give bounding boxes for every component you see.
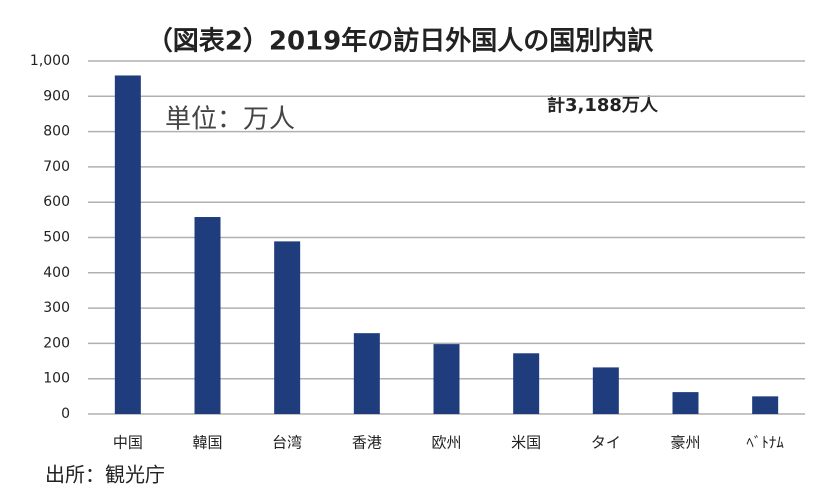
bar xyxy=(672,392,699,414)
y-tick-label: 0 xyxy=(61,406,70,422)
bar xyxy=(353,333,380,414)
y-tick-label: 400 xyxy=(43,265,70,281)
x-tick-label: タイ xyxy=(591,434,621,452)
x-tick-label: 中国 xyxy=(113,434,143,452)
bar xyxy=(592,367,619,414)
y-tick-label: 100 xyxy=(43,371,70,387)
x-tick-label: ﾍﾞﾄﾅﾑ xyxy=(746,434,784,452)
unit-note: 単位：万人 xyxy=(165,105,295,135)
y-tick-label: 200 xyxy=(43,335,70,351)
bar xyxy=(752,396,779,414)
x-tick-label: 欧州 xyxy=(431,434,461,452)
y-tick-label: 600 xyxy=(43,194,70,210)
total-note: 計3,188万人 xyxy=(547,94,659,116)
x-tick-label: 台湾 xyxy=(272,434,302,452)
y-tick-label: 800 xyxy=(43,124,70,140)
y-tick-label: 500 xyxy=(43,230,70,246)
chart-title: （図表2）2019年の訪日外国人の国別内訳 xyxy=(147,26,654,57)
bar xyxy=(274,241,301,414)
y-tick-label: 300 xyxy=(43,300,70,316)
x-tick-label: 韓国 xyxy=(192,434,222,452)
bar xyxy=(433,344,460,414)
bar xyxy=(194,217,221,414)
y-tick-label: 1,000 xyxy=(30,53,70,69)
y-tick-label: 900 xyxy=(43,88,70,104)
y-tick-label: 700 xyxy=(43,159,70,175)
x-tick-label: 豪州 xyxy=(670,434,700,452)
bar xyxy=(114,75,141,415)
bar xyxy=(513,353,540,414)
source-note: 出所：観光庁 xyxy=(45,463,165,487)
x-tick-label: 香港 xyxy=(352,434,382,452)
x-tick-label: 米国 xyxy=(511,434,541,452)
